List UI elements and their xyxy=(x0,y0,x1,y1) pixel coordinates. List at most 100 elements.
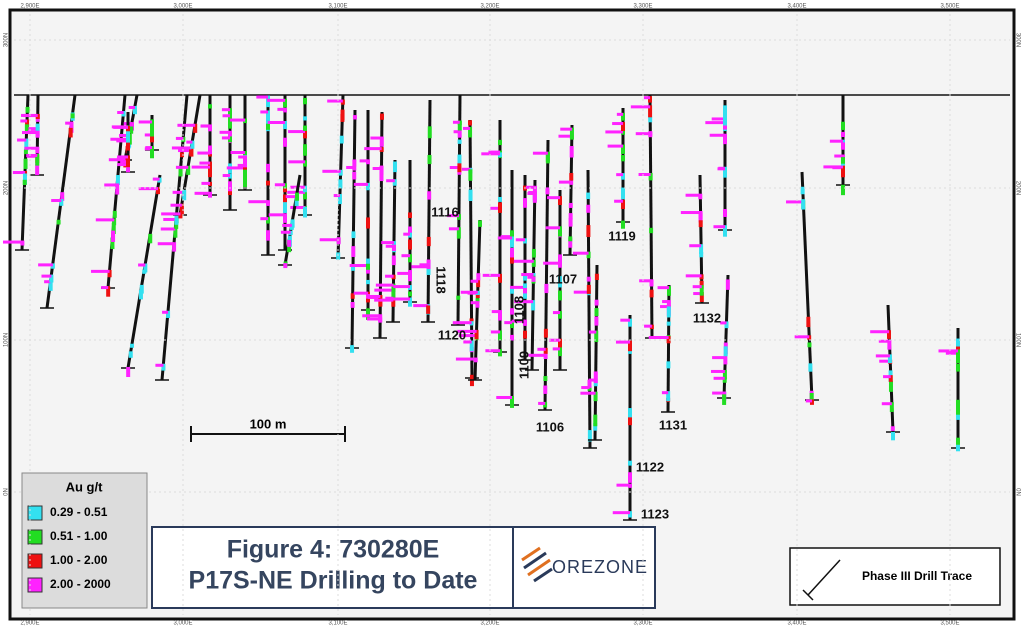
assay-interval xyxy=(287,240,292,247)
assay-bar xyxy=(393,285,410,289)
assay-bar xyxy=(248,200,268,204)
assay-interval xyxy=(243,177,247,188)
assay-interval xyxy=(510,230,514,238)
assay-bar xyxy=(543,261,560,265)
assay-bar xyxy=(482,273,500,277)
assay-interval xyxy=(545,151,550,162)
assay-interval xyxy=(841,157,845,164)
assay-bar xyxy=(453,130,460,134)
assay-interval xyxy=(666,300,671,307)
assay-interval xyxy=(456,214,461,220)
assay-interval xyxy=(558,311,562,319)
assay-interval xyxy=(340,113,345,122)
assay-bar xyxy=(525,185,535,189)
assay-interval xyxy=(23,149,28,155)
assay-bar xyxy=(333,194,340,198)
assay-interval xyxy=(468,126,473,138)
assay-bar xyxy=(116,157,126,161)
assay-interval xyxy=(468,169,473,181)
assay-bar xyxy=(118,133,130,137)
assay-interval xyxy=(290,219,295,228)
assay-interval xyxy=(337,194,342,205)
assay-bar xyxy=(230,118,245,122)
assay-interval xyxy=(283,137,287,147)
hole-label: 1116 xyxy=(431,204,459,219)
assay-interval xyxy=(366,279,370,285)
assay-bar xyxy=(260,217,268,221)
assay-interval xyxy=(379,165,384,175)
assay-bar xyxy=(386,179,395,183)
assay-bar xyxy=(95,218,115,222)
assay-interval xyxy=(569,146,574,158)
assay-interval xyxy=(649,279,654,287)
assay-interval xyxy=(545,187,550,195)
assay-interval xyxy=(295,192,300,201)
assay-bar xyxy=(938,349,958,353)
assay-interval xyxy=(956,437,960,449)
assay-interval xyxy=(593,422,598,431)
assay-interval xyxy=(193,123,198,133)
assay-interval xyxy=(283,98,287,108)
assay-interval xyxy=(303,185,307,193)
assay-interval xyxy=(722,376,727,383)
hole-label: 1108 xyxy=(511,296,526,324)
assay-interval xyxy=(523,275,527,281)
assay-bar xyxy=(38,263,53,267)
assay-bar xyxy=(805,399,812,403)
assay-interval xyxy=(129,122,134,131)
assay-interval xyxy=(112,218,117,226)
assay-bar xyxy=(138,263,146,267)
assay-bar xyxy=(110,137,130,141)
assay-bar xyxy=(186,140,193,144)
assay-bar xyxy=(614,199,623,203)
trace-legend-label: Phase III Drill Trace xyxy=(862,569,972,583)
assay-bar xyxy=(219,130,230,134)
assay-interval xyxy=(132,105,137,115)
assay-interval xyxy=(666,336,671,344)
assay-bar xyxy=(881,402,892,406)
assay-interval xyxy=(809,392,814,400)
assay-bar xyxy=(319,238,339,242)
hole-label: 1106 xyxy=(536,419,564,434)
assay-interval xyxy=(408,226,412,234)
assay-interval xyxy=(179,203,184,215)
assay-interval xyxy=(208,165,212,178)
assay-bar xyxy=(162,310,169,314)
assay-interval xyxy=(303,206,307,218)
assay-interval xyxy=(110,237,115,250)
assay-interval xyxy=(408,270,412,279)
assay-bar xyxy=(713,376,725,380)
assay-bar xyxy=(152,177,160,181)
assay-bar xyxy=(27,130,38,134)
assay-interval xyxy=(174,214,179,225)
assay-interval xyxy=(543,376,548,382)
assay-interval xyxy=(666,286,671,296)
assay-interval xyxy=(157,177,162,183)
assay-interval xyxy=(725,279,730,290)
assay-interval xyxy=(303,125,307,131)
assay-interval xyxy=(523,288,527,294)
assay-bar xyxy=(711,117,725,121)
assay-interval xyxy=(189,146,194,157)
assay-interval xyxy=(126,131,130,143)
assay-interval xyxy=(477,220,482,227)
assay-bar xyxy=(160,227,176,231)
legend-swatch xyxy=(27,529,43,545)
assay-interval xyxy=(699,280,704,289)
assay-interval xyxy=(457,163,462,173)
assay-interval xyxy=(351,246,356,257)
assay-interval xyxy=(956,344,960,351)
assay-bar xyxy=(290,205,305,209)
assay-interval xyxy=(476,273,481,281)
assay-bar xyxy=(710,369,725,373)
drill-trace xyxy=(543,139,550,411)
assay-bar xyxy=(470,279,479,283)
assay-interval xyxy=(558,196,562,206)
assay-bar xyxy=(615,340,630,344)
assay-interval xyxy=(426,236,431,247)
assay-bar xyxy=(685,193,701,197)
assay-interval xyxy=(887,354,892,364)
assay-interval xyxy=(243,155,247,168)
assay-interval xyxy=(266,180,270,186)
assay-bar xyxy=(175,165,189,169)
